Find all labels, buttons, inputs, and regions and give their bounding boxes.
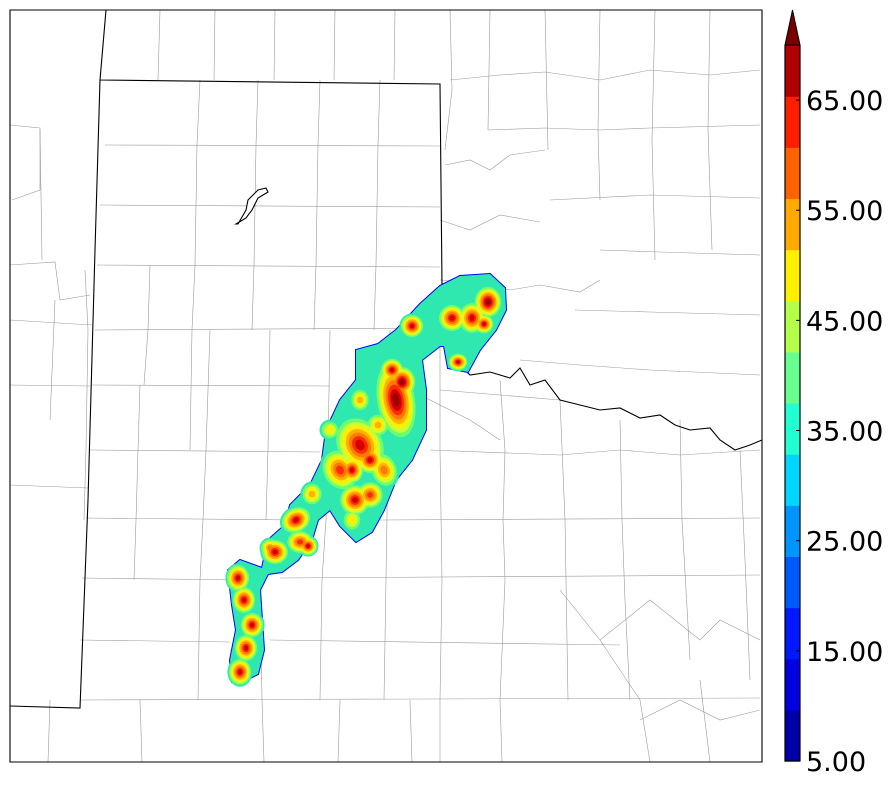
map-frame bbox=[9, 9, 763, 763]
reflectivity-contours bbox=[225, 272, 508, 687]
reflectivity-cell bbox=[235, 575, 241, 581]
colorbar-band bbox=[785, 556, 800, 609]
colorbar-band bbox=[785, 454, 800, 506]
map-panel bbox=[9, 9, 763, 763]
reflectivity-cell bbox=[367, 492, 373, 498]
colorbar-tick-label: 35.00 bbox=[806, 417, 883, 448]
west-border bbox=[9, 79, 101, 709]
colorbar-tick-label: 25.00 bbox=[806, 527, 883, 558]
colorbar-band bbox=[785, 403, 800, 455]
reflectivity-cell bbox=[237, 669, 243, 675]
reflectivity-cell bbox=[326, 426, 334, 434]
reflectivity-cell bbox=[349, 467, 355, 473]
reflectivity-cell bbox=[352, 497, 358, 503]
colorbar-band bbox=[785, 45, 800, 97]
colorbar-tick-label: 65.00 bbox=[806, 86, 883, 117]
reflectivity-cell bbox=[267, 545, 273, 551]
colorbar-tick-label: 15.00 bbox=[806, 637, 883, 668]
colorbar-outline bbox=[784, 45, 801, 762]
reflectivity-cell bbox=[348, 515, 356, 525]
colorbar-band bbox=[785, 709, 800, 762]
colorbar-band bbox=[785, 300, 800, 353]
colorbar-tick-label: 45.00 bbox=[806, 306, 883, 337]
reflectivity-cell bbox=[293, 517, 299, 523]
colorbar-band bbox=[785, 147, 800, 200]
reflectivity-cell bbox=[335, 465, 345, 475]
reflectivity-cell bbox=[367, 457, 373, 463]
colorbar-band bbox=[785, 96, 800, 148]
reflectivity-cell bbox=[469, 315, 475, 321]
reflectivity-envelope-fill bbox=[228, 274, 506, 682]
reflectivity-cell bbox=[355, 439, 365, 451]
reflectivity-cell bbox=[306, 544, 310, 548]
reflectivity-cell bbox=[374, 421, 382, 429]
red-river-border bbox=[442, 339, 763, 451]
colorbar-band bbox=[785, 607, 800, 660]
reflectivity-cell bbox=[308, 490, 316, 498]
lake bbox=[234, 187, 269, 225]
colorbar-band bbox=[785, 351, 800, 404]
reflectivity-cell bbox=[399, 379, 405, 385]
reflectivity-cell bbox=[249, 622, 255, 628]
panhandle-border bbox=[99, 9, 443, 286]
colorbar-tick-label: 55.00 bbox=[806, 196, 883, 227]
reflectivity-cell bbox=[392, 393, 400, 407]
reflectivity-cell bbox=[241, 597, 247, 603]
reflectivity-cell bbox=[482, 322, 486, 326]
reflectivity-cell bbox=[456, 360, 460, 364]
colorbar-band bbox=[785, 198, 800, 251]
colorbar-band bbox=[785, 249, 800, 302]
reflectivity-cell bbox=[297, 539, 303, 545]
reflectivity-cell bbox=[357, 396, 363, 404]
reflectivity-cell bbox=[243, 645, 249, 651]
reflectivity-cell bbox=[272, 549, 278, 555]
reflectivity-cell bbox=[380, 465, 388, 475]
colorbar-extend-arrow bbox=[784, 9, 801, 46]
colorbar-band bbox=[785, 658, 800, 711]
colorbar-band bbox=[785, 505, 800, 558]
colorbar-tick-label: 5.00 bbox=[806, 747, 866, 778]
reflectivity-cell bbox=[409, 323, 415, 329]
reflectivity-cell bbox=[449, 315, 455, 321]
reflectivity-cell bbox=[389, 367, 395, 373]
colorbar: 5.00 15.00 25.00 35.00 45.00 55.00 65.00 bbox=[784, 9, 883, 778]
reflectivity-cell bbox=[485, 299, 491, 305]
state-boundaries bbox=[9, 9, 763, 763]
